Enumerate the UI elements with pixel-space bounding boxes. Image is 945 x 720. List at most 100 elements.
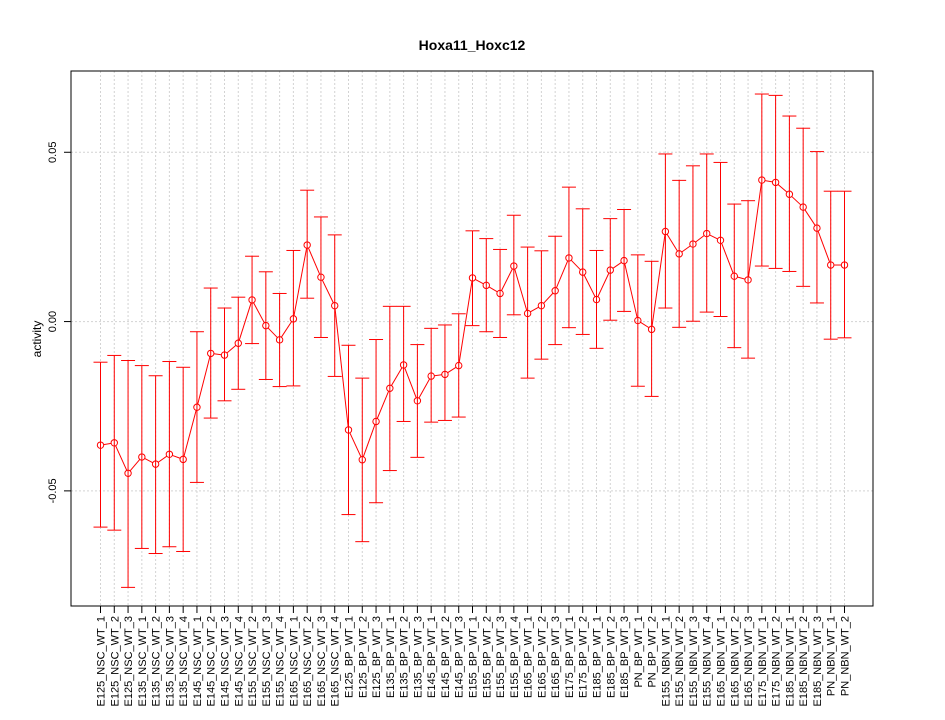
x-tick-label: E185_BP_WT_2 (605, 616, 617, 698)
data-point (551, 287, 559, 295)
data-point (441, 370, 449, 379)
data-point (744, 276, 752, 284)
data-point (317, 273, 325, 281)
data-point (207, 349, 215, 358)
error-bar (465, 230, 480, 327)
error-bar (162, 361, 177, 548)
series-line-segment (157, 455, 168, 463)
data-point (179, 455, 187, 464)
error-bar (245, 255, 260, 345)
series-line-segment (555, 260, 569, 288)
error-bar (796, 127, 811, 287)
data-point (275, 336, 284, 344)
data-point (579, 268, 587, 276)
series-line-segment (238, 302, 252, 341)
x-tick-label: E135_NSC_WT_3 (164, 616, 176, 707)
data-point (592, 295, 601, 304)
data-point (399, 361, 408, 369)
error-bar (520, 246, 535, 379)
series-line-segment (764, 180, 773, 183)
data-point (234, 339, 242, 347)
data-point (565, 254, 573, 262)
x-tick-label: E145_NSC_WT_1 (192, 616, 204, 707)
error-bar (644, 260, 659, 397)
x-tick-label: E165_NSC_WT_3 (316, 616, 328, 707)
error-bar (107, 354, 122, 531)
series-line-segment (530, 306, 539, 313)
data-point (703, 229, 711, 238)
error-bar (630, 254, 645, 387)
error-bar (741, 200, 756, 359)
x-tick-label: E185_BP_WT_1 (592, 616, 604, 698)
data-point (689, 240, 697, 248)
series-line-segment (447, 366, 457, 374)
x-tick-label: E125_NSC_WT_2 (109, 616, 121, 707)
error-bar (121, 360, 136, 588)
error-bar (148, 375, 163, 555)
series-line-segment (334, 308, 349, 427)
x-axis: E125_NSC_WT_1 E125_NSC_WT_2 E125_NSC_WT_3 E… (96, 606, 852, 707)
x-tick-label: E125_NSC_WT_3 (123, 616, 135, 707)
x-tick-label: E185_NBN_WT_2 (798, 616, 810, 707)
series-line-segment (293, 248, 308, 316)
x-tick-label: PN_BP_WT_2 (647, 616, 659, 688)
data-point (716, 236, 725, 245)
x-tick-label: E165_NBN_WT_3 (743, 616, 755, 707)
series-line-segment (376, 391, 390, 419)
x-tick-label: E165_BP_WT_3 (550, 616, 562, 698)
data-point (620, 256, 628, 265)
error-bar (699, 153, 714, 313)
error-bar (424, 327, 439, 423)
x-tick-label: E155_NSC_WT_3 (261, 616, 273, 707)
x-tick-label: E145_NSC_WT_2 (206, 616, 218, 707)
data-point (124, 469, 132, 477)
x-tick-label: E135_NSC_WT_1 (137, 616, 149, 707)
x-tick-label: E155_BP_WT_2 (481, 616, 493, 698)
x-tick-label: E165_NBN_WT_2 (729, 616, 741, 707)
x-tick-label: E135_BP_WT_2 (399, 616, 411, 698)
x-tick-label: E175_NBN_WT_2 (771, 616, 783, 707)
chart-title: Hoxa11_Hoxc12 (419, 37, 526, 53)
series-line-segment (213, 353, 222, 356)
series-line-segment (640, 321, 650, 329)
grid-layer (71, 71, 873, 606)
error-bar (589, 249, 604, 349)
series-line-segment (183, 410, 197, 457)
error-bar (754, 93, 769, 267)
x-tick-label: E175_NBN_WT_1 (757, 616, 769, 707)
data-point (813, 224, 821, 232)
data-point (110, 439, 118, 447)
x-tick-label: E165_NSC_WT_2 (302, 616, 314, 707)
series-line-segment (458, 280, 473, 363)
error-bar (685, 165, 700, 322)
series-line-segment (791, 196, 802, 206)
data-point (661, 227, 670, 236)
data-point (606, 266, 614, 274)
data-point (523, 309, 532, 318)
error-bar (355, 377, 370, 543)
data-point (634, 316, 642, 325)
x-tick-label: E155_NSC_WT_2 (247, 616, 259, 707)
x-tick-label: PN_BP_WT_1 (633, 616, 645, 688)
data-point (455, 361, 463, 370)
data-point (344, 426, 353, 434)
series-line-segment (570, 259, 581, 271)
error-bar (575, 208, 590, 335)
series-line-segment (253, 302, 265, 324)
error-bar (713, 161, 728, 317)
error-bar (823, 190, 838, 340)
data-point (799, 203, 807, 211)
error-bar (437, 324, 452, 421)
x-tick-label: E125_NSC_WT_1 (96, 616, 108, 707)
x-tick-label: E155_NBN_WT_1 (660, 616, 672, 707)
data-point (358, 456, 366, 464)
series-line-segment (514, 268, 528, 311)
error-bar (672, 179, 687, 328)
y-tick-label: 0.05 (47, 142, 59, 163)
x-tick-label: E165_BP_WT_2 (536, 616, 548, 698)
series-line-segment (501, 268, 513, 291)
error-bar (341, 344, 356, 516)
series-line-segment (597, 272, 610, 297)
series-line-segment (709, 234, 718, 240)
data-point (675, 250, 683, 258)
